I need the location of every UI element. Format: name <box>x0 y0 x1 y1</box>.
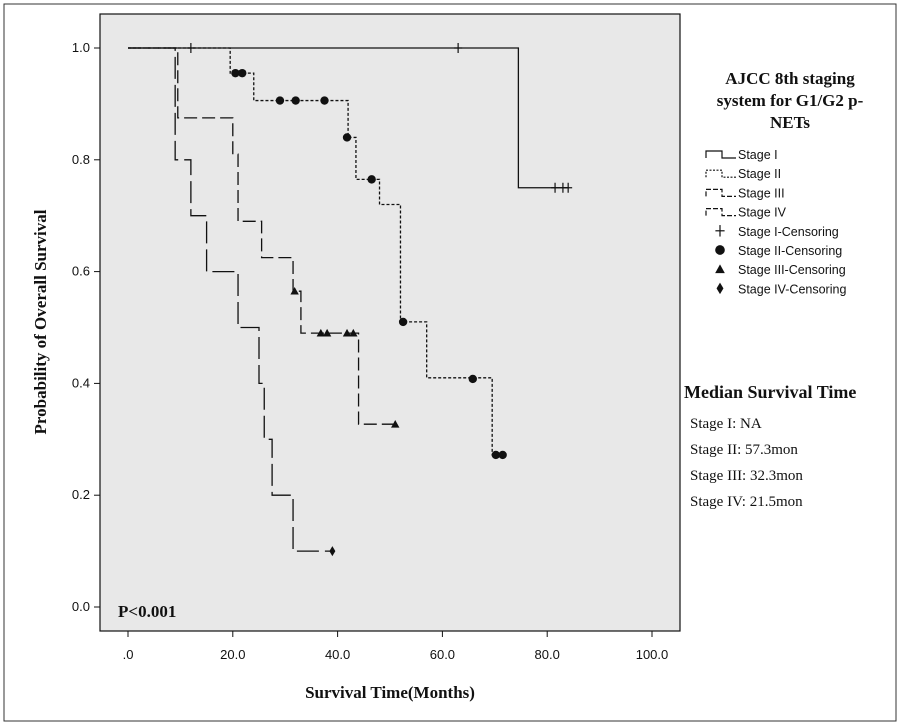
median-line: Stage IV: 21.5mon <box>690 494 803 510</box>
plot-area <box>99 13 681 632</box>
median-line: Stage II: 57.3mon <box>690 442 798 458</box>
series-2-censor-point <box>291 96 300 105</box>
x-tick-label: .0 <box>123 647 134 662</box>
median-line: Stage III: 32.3mon <box>690 468 803 484</box>
median-title: Median Survival Time <box>684 382 856 402</box>
legend-item: Stage II-Censoring <box>715 244 842 258</box>
legend-label: Stage IV <box>738 206 787 220</box>
series-2-censor-point <box>367 175 376 184</box>
legend-title-line: system for G1/G2 p- <box>717 91 864 110</box>
legend-swatch <box>705 188 736 197</box>
legend-label: Stage I <box>738 148 778 162</box>
series-4-curve <box>128 47 333 552</box>
legend-title-line: NETs <box>770 113 810 132</box>
legend-label: Stage II-Censoring <box>738 244 842 258</box>
x-tick-label: 60.0 <box>430 647 455 662</box>
x-tick-label: 100.0 <box>636 647 669 662</box>
legend-label: Stage III-Censoring <box>738 263 846 277</box>
y-tick-label: 0.0 <box>72 599 90 614</box>
series-3-censor-point <box>322 328 332 337</box>
y-axis-label: Probability of Overall Survival <box>31 209 50 434</box>
legend-swatch <box>705 208 736 217</box>
series-2-censor-point <box>320 96 329 105</box>
series-2-censor-point <box>275 96 285 105</box>
legend-marker <box>715 225 725 237</box>
series-2-censor-point <box>468 374 477 384</box>
legend-label: Stage I-Censoring <box>738 225 839 239</box>
x-axis: .0 20.0 40.0 60.0 80.0 100.0 <box>123 631 669 662</box>
legend-item: Stage III <box>705 186 785 200</box>
legend-title: AJCC 8th staging system for G1/G2 p- NETs <box>717 69 864 132</box>
legend-swatch <box>705 169 736 178</box>
censor-markers <box>186 43 573 557</box>
legend-title-line: AJCC 8th staging <box>725 69 855 88</box>
legend-marker <box>715 264 725 274</box>
series-3-curve <box>128 47 396 425</box>
series-2-censor-point <box>238 68 247 78</box>
y-tick-label: 0.6 <box>72 264 90 279</box>
y-tick-label: 0.4 <box>72 375 90 390</box>
x-tick-label: 20.0 <box>220 647 245 662</box>
legend-item: Stage III-Censoring <box>715 263 846 277</box>
series-1-curve <box>128 47 569 189</box>
y-tick-label: 1.0 <box>72 40 90 55</box>
series-3-censor-point <box>349 328 358 337</box>
series-4-censor-point <box>329 546 336 557</box>
legend-item: Stage IV <box>705 206 787 220</box>
median-line: Stage I: NA <box>690 416 762 432</box>
series-3-censor-point <box>342 328 352 337</box>
x-tick-label: 40.0 <box>325 647 350 662</box>
x-tick-label: 80.0 <box>535 647 560 662</box>
series-2-censor-point <box>398 317 408 327</box>
p-value: P<0.001 <box>118 602 176 621</box>
y-axis: 0.0 0.2 0.4 0.6 0.8 1.0 <box>72 40 100 614</box>
series-3-censor-point <box>316 328 326 337</box>
series-2-censor-point <box>498 450 507 460</box>
y-tick-label: 0.2 <box>72 487 90 502</box>
legend-label: Stage III <box>738 186 785 200</box>
legend-swatch <box>705 150 736 159</box>
x-axis-label: Survival Time(Months) <box>305 683 475 702</box>
legend-item: Stage I <box>705 148 778 162</box>
legend-marker <box>715 245 725 255</box>
median-survival-box: Median Survival Time Stage I: NA Stage II:… <box>684 382 856 510</box>
legend-item: Stage I-Censoring <box>715 225 839 239</box>
legend-label: Stage IV-Censoring <box>738 282 846 296</box>
series-1-censor-point <box>454 43 463 53</box>
series-3-censor-point <box>290 286 299 295</box>
legend-marker <box>716 282 724 295</box>
y-tick-label: 0.8 <box>72 152 90 167</box>
series-2-censor-point <box>342 133 352 142</box>
legend: Stage I Stage II Stage III Stage IV Stage I-… <box>705 148 846 296</box>
series-1-censor-point <box>186 43 195 53</box>
series-2-censor-point <box>231 68 240 78</box>
legend-item: Stage IV-Censoring <box>716 282 846 296</box>
series-2-censor-point <box>491 450 501 460</box>
legend-label: Stage II <box>738 167 781 181</box>
series-1-censor-point <box>551 182 560 193</box>
series-1-censor-point <box>564 182 573 193</box>
legend-item: Stage II <box>705 167 781 181</box>
series-3-censor-point <box>391 420 400 428</box>
